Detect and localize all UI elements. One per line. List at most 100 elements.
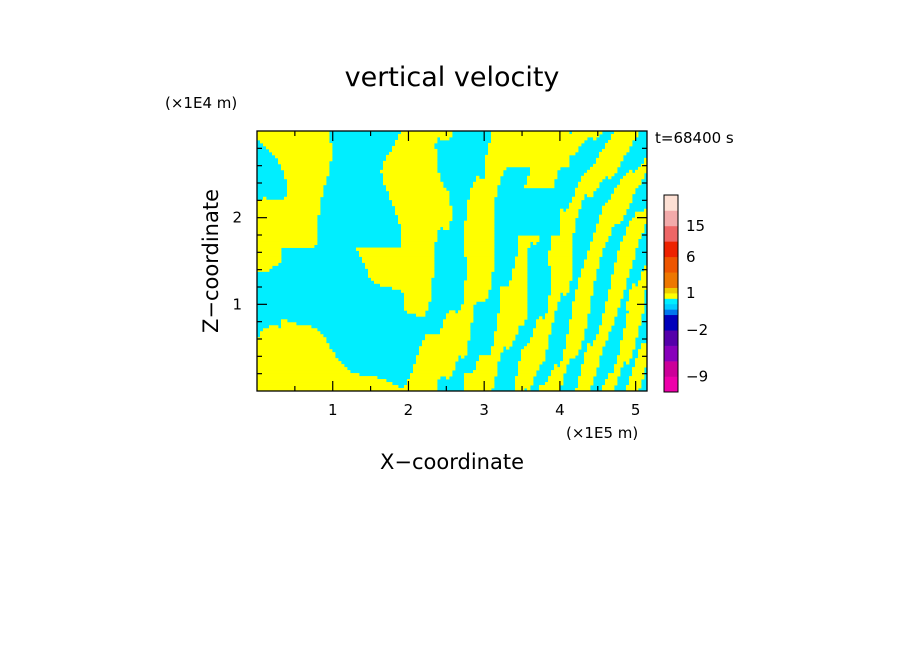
field-cell (587, 256, 600, 260)
field-cell (527, 388, 531, 391)
field-cell (467, 199, 495, 204)
field-cell (395, 211, 453, 216)
field-cell (401, 229, 438, 234)
field-cell (626, 385, 642, 389)
field-cell (479, 355, 501, 359)
colorbar-segment (664, 195, 678, 211)
field-cell (584, 172, 615, 177)
field-cell (572, 199, 582, 204)
field-cell (536, 319, 555, 323)
field-cell (548, 298, 561, 302)
field-cell (467, 277, 492, 281)
field-cell (464, 283, 492, 287)
field-cell (401, 289, 432, 293)
field-cell (599, 328, 612, 332)
colorbar-segment (664, 293, 678, 299)
field-cell (578, 376, 594, 380)
field-cell (605, 310, 618, 314)
field-cell (530, 172, 558, 177)
field-cell (368, 271, 435, 275)
field-cell (551, 277, 573, 281)
field-cell (257, 247, 282, 251)
field-cell (578, 184, 600, 189)
field-cell (632, 370, 645, 374)
field-cell (608, 139, 633, 144)
field-cell (467, 214, 495, 219)
field-cell (464, 289, 489, 293)
field-cell (617, 250, 636, 254)
field-cell (533, 241, 537, 245)
field-cell (464, 220, 495, 225)
field-cell (263, 196, 267, 201)
field-cell (374, 280, 432, 284)
field-cell (257, 388, 438, 391)
field-cell (620, 346, 636, 350)
field-cell (386, 187, 447, 192)
field-cell (527, 181, 555, 186)
field-cell (263, 142, 333, 147)
field-cell (569, 331, 585, 335)
field-cell (638, 283, 647, 287)
field-cell (506, 346, 510, 350)
field-cell (599, 220, 621, 225)
field-cell (575, 193, 585, 198)
field-cell (629, 169, 633, 174)
field-cell (362, 256, 435, 260)
field-cell (425, 337, 471, 341)
field-cell (611, 277, 627, 281)
field-cell (257, 229, 318, 234)
field-cell (257, 352, 336, 356)
field-cell (488, 151, 576, 156)
field-cell (545, 382, 564, 386)
field-cell (419, 346, 468, 350)
field-cell (257, 223, 318, 228)
field-cell (518, 370, 537, 374)
field-cell (581, 274, 597, 278)
field-cell (518, 364, 540, 368)
field-cell (494, 331, 519, 335)
field-cell (419, 349, 468, 353)
field-cell (608, 289, 624, 293)
field-cell (548, 250, 573, 254)
field-cell (632, 217, 647, 222)
field-cell (539, 316, 543, 320)
field-cell (605, 304, 621, 308)
field-cell (464, 379, 495, 383)
field-cell (470, 193, 498, 198)
field-cell (398, 133, 453, 138)
field-cell (545, 313, 555, 317)
field-cell (257, 250, 282, 254)
field-cell (497, 319, 525, 323)
field-cell (257, 211, 321, 216)
field-cell (491, 136, 588, 141)
field-cell (551, 286, 570, 290)
field-cell (257, 376, 378, 380)
field-cell (581, 268, 597, 272)
field-cell (371, 277, 432, 281)
field-cell (596, 334, 609, 338)
field-cell (572, 313, 588, 317)
field-cell (449, 310, 456, 314)
field-cell (464, 286, 492, 290)
field-cell (281, 322, 297, 326)
field-cell (620, 340, 636, 344)
field-cell (515, 265, 528, 269)
field-cell (383, 160, 438, 165)
field-cell (467, 256, 495, 260)
colorbar-segment (664, 376, 678, 393)
field-cell (401, 235, 438, 239)
field-cell (611, 283, 627, 287)
field-cell (620, 244, 639, 248)
field-cell (269, 325, 279, 329)
field-cell (515, 262, 528, 266)
field-cell (638, 280, 647, 284)
field-cell (560, 364, 567, 368)
field-cell (629, 220, 647, 225)
field-cell (581, 178, 603, 183)
field-cell (485, 157, 570, 162)
field-cell (464, 235, 495, 239)
field-cell (464, 250, 495, 254)
field-cell (272, 151, 333, 156)
field-cell (287, 187, 324, 192)
field-cell (566, 208, 579, 213)
